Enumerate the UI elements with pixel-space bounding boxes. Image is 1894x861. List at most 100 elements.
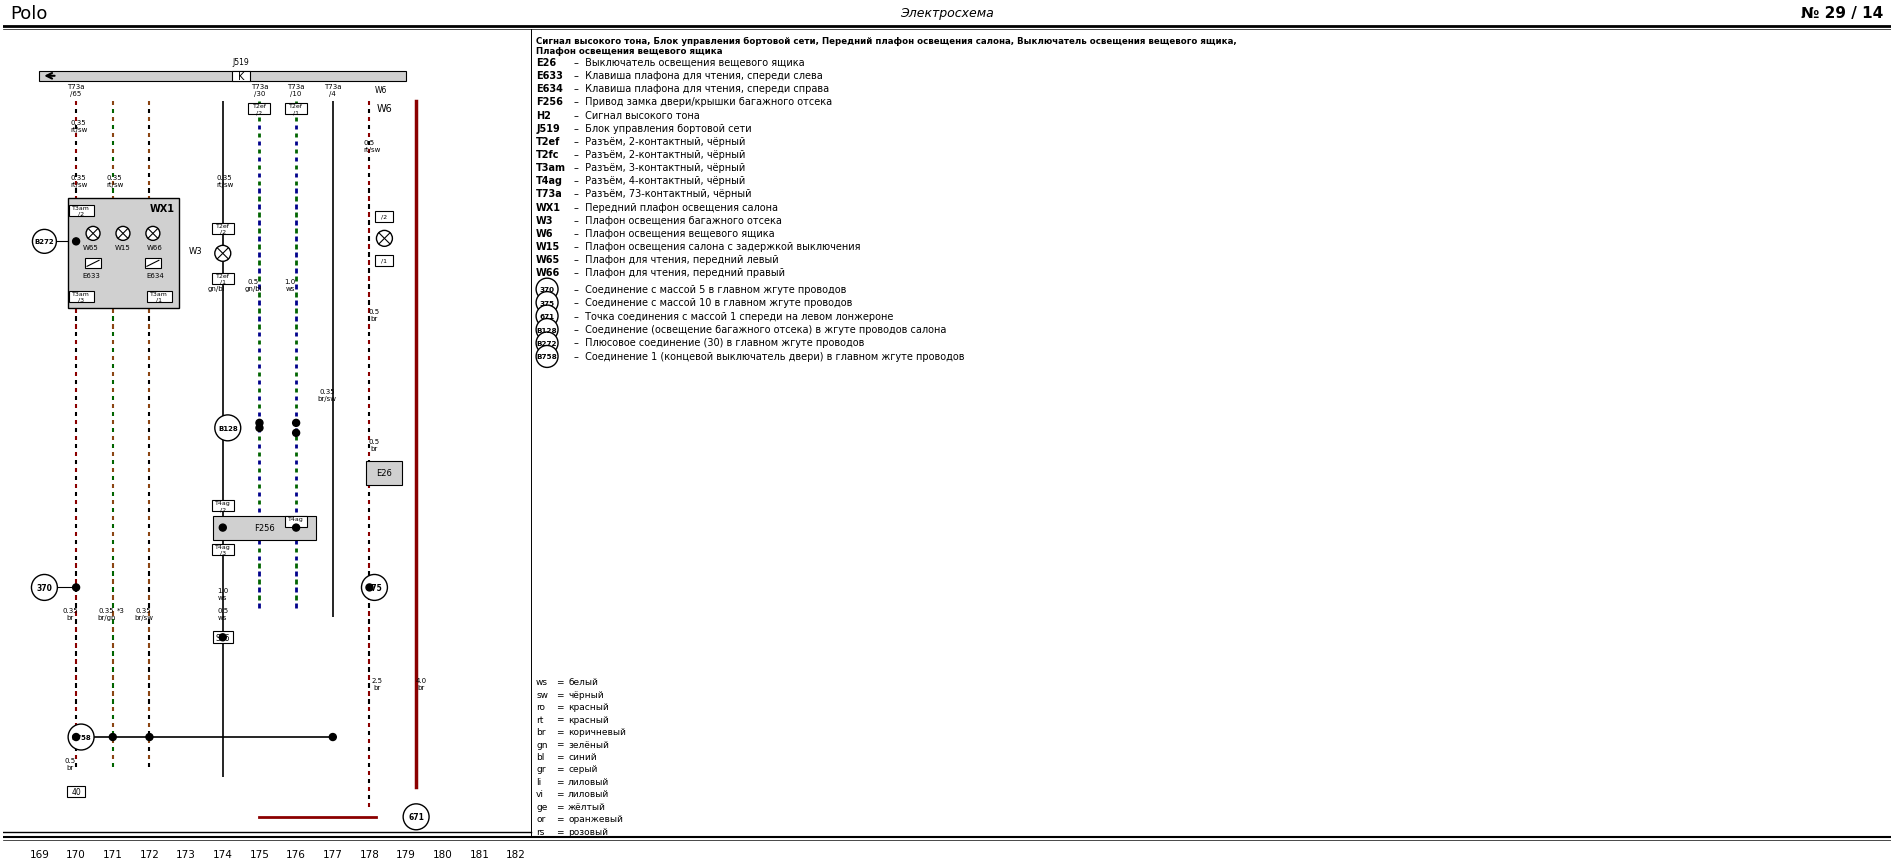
Text: 370: 370 xyxy=(540,287,555,293)
Text: –  Привод замка двери/крышки багажного отсека: – Привод замка двери/крышки багажного от… xyxy=(574,97,831,108)
Circle shape xyxy=(214,246,231,262)
Text: =: = xyxy=(557,802,564,811)
Circle shape xyxy=(32,230,57,254)
Text: –  Соединение с массой 5 в главном жгуте проводов: – Соединение с массой 5 в главном жгуте … xyxy=(574,284,847,294)
Circle shape xyxy=(214,415,241,442)
Bar xyxy=(40,71,405,82)
Text: =: = xyxy=(557,690,564,699)
Text: W66: W66 xyxy=(536,268,561,278)
Bar xyxy=(233,71,250,82)
Text: –  Плюсовое соединение (30) в главном жгуте проводов: – Плюсовое соединение (30) в главном жгу… xyxy=(574,338,864,348)
Bar xyxy=(212,632,233,643)
Bar xyxy=(68,206,93,217)
Text: –  Выключатель освещения вещевого ящика: – Выключатель освещения вещевого ящика xyxy=(574,58,805,68)
Text: W6: W6 xyxy=(536,229,553,238)
Bar xyxy=(212,516,316,540)
Text: –  Разъём, 3-контактный, чёрный: – Разъём, 3-контактный, чёрный xyxy=(574,163,744,173)
Circle shape xyxy=(32,575,57,601)
Text: 375: 375 xyxy=(540,300,555,307)
Text: =: = xyxy=(557,715,564,724)
Circle shape xyxy=(68,724,95,750)
Text: T4ag
/4: T4ag /4 xyxy=(288,517,305,528)
Text: –  Передний плафон освещения салона: – Передний плафон освещения салона xyxy=(574,202,778,213)
Text: –  Плафон освещения вещевого ящика: – Плафон освещения вещевого ящика xyxy=(574,229,775,238)
Text: 370: 370 xyxy=(36,583,53,592)
Text: rt: rt xyxy=(536,715,544,724)
Text: 0.35
br/gn: 0.35 br/gn xyxy=(97,608,116,621)
Text: T2fc: T2fc xyxy=(536,150,559,160)
Text: W3: W3 xyxy=(536,215,553,226)
Text: 176: 176 xyxy=(286,849,307,858)
Text: 172: 172 xyxy=(140,849,159,858)
Text: =: = xyxy=(557,765,564,773)
Text: =: = xyxy=(557,728,564,736)
Circle shape xyxy=(72,238,80,245)
Text: B272: B272 xyxy=(34,239,55,245)
Text: Электросхема: Электросхема xyxy=(900,8,994,21)
Text: =: = xyxy=(557,740,564,749)
Circle shape xyxy=(362,575,388,601)
Text: 0.35
br/sw: 0.35 br/sw xyxy=(134,608,153,621)
Bar xyxy=(212,500,233,511)
Text: –  Соединение (освещение багажного отсека) в жгуте проводов салона: – Соединение (освещение багажного отсека… xyxy=(574,325,947,335)
Circle shape xyxy=(294,420,299,427)
Text: ws: ws xyxy=(536,678,547,686)
Circle shape xyxy=(146,227,159,241)
Text: 0.5
gn/bl: 0.5 gn/bl xyxy=(244,279,261,292)
Text: J519: J519 xyxy=(536,123,561,133)
Bar xyxy=(286,517,307,528)
Text: E633: E633 xyxy=(536,71,563,81)
Text: =: = xyxy=(557,827,564,836)
Text: T3am
/3: T3am /3 xyxy=(72,292,91,302)
Text: –  Соединение с массой 10 в главном жгуте проводов: – Соединение с массой 10 в главном жгуте… xyxy=(574,298,852,307)
Text: серый: серый xyxy=(568,765,597,773)
Circle shape xyxy=(330,734,337,740)
Text: 179: 179 xyxy=(396,849,417,858)
Text: B128: B128 xyxy=(536,327,557,333)
Text: Сигнал высокого тона, Блок управления бортовой сети, Передний плафон освещения с: Сигнал высокого тона, Блок управления бо… xyxy=(536,37,1237,46)
Bar xyxy=(286,104,307,115)
Text: –  Разъём, 4-контактный, чёрный: – Разъём, 4-контактный, чёрный xyxy=(574,177,744,186)
Text: B758: B758 xyxy=(536,354,557,360)
Text: зелёный: зелёный xyxy=(568,740,608,749)
Circle shape xyxy=(294,524,299,531)
Circle shape xyxy=(536,319,559,341)
Text: 671: 671 xyxy=(409,813,424,821)
Circle shape xyxy=(536,279,559,300)
Text: 0.35
rt/sw: 0.35 rt/sw xyxy=(106,174,125,188)
Bar xyxy=(212,544,233,555)
Text: T3am
/2: T3am /2 xyxy=(72,206,91,217)
Text: № 29 / 14: № 29 / 14 xyxy=(1801,6,1883,22)
Bar xyxy=(366,461,402,485)
Text: T2ef: T2ef xyxy=(536,137,561,146)
Text: лиловый: лиловый xyxy=(568,777,610,786)
Bar xyxy=(212,274,233,284)
Text: –  Плафон для чтения, передний левый: – Плафон для чтения, передний левый xyxy=(574,255,778,265)
Text: W15: W15 xyxy=(116,245,131,251)
Text: T73a
/65: T73a /65 xyxy=(68,84,85,96)
Text: T73a: T73a xyxy=(536,189,563,199)
Text: H2: H2 xyxy=(536,110,551,121)
Bar xyxy=(68,291,93,302)
Text: –  Блок управления бортовой сети: – Блок управления бортовой сети xyxy=(574,123,752,133)
Text: vi: vi xyxy=(536,790,544,798)
Text: 171: 171 xyxy=(102,849,123,858)
Text: WX1: WX1 xyxy=(536,202,561,213)
Bar xyxy=(66,786,85,797)
Text: *3: *3 xyxy=(117,608,125,614)
Text: чёрный: чёрный xyxy=(568,690,604,699)
Text: W65: W65 xyxy=(83,245,98,251)
Text: J519: J519 xyxy=(233,58,250,67)
Circle shape xyxy=(377,231,392,247)
Text: 170: 170 xyxy=(66,849,85,858)
Text: W65: W65 xyxy=(536,255,561,265)
Text: 181: 181 xyxy=(470,849,489,858)
Text: –  Плафон освещения багажного отсека: – Плафон освещения багажного отсека xyxy=(574,215,782,226)
Text: /1: /1 xyxy=(381,258,388,263)
Text: 0.35
rt/sw: 0.35 rt/sw xyxy=(70,174,87,188)
Text: E26: E26 xyxy=(377,468,392,478)
Text: F256: F256 xyxy=(536,97,563,108)
Text: красный: красный xyxy=(568,703,608,711)
Bar xyxy=(212,224,233,234)
Text: белый: белый xyxy=(568,678,599,686)
